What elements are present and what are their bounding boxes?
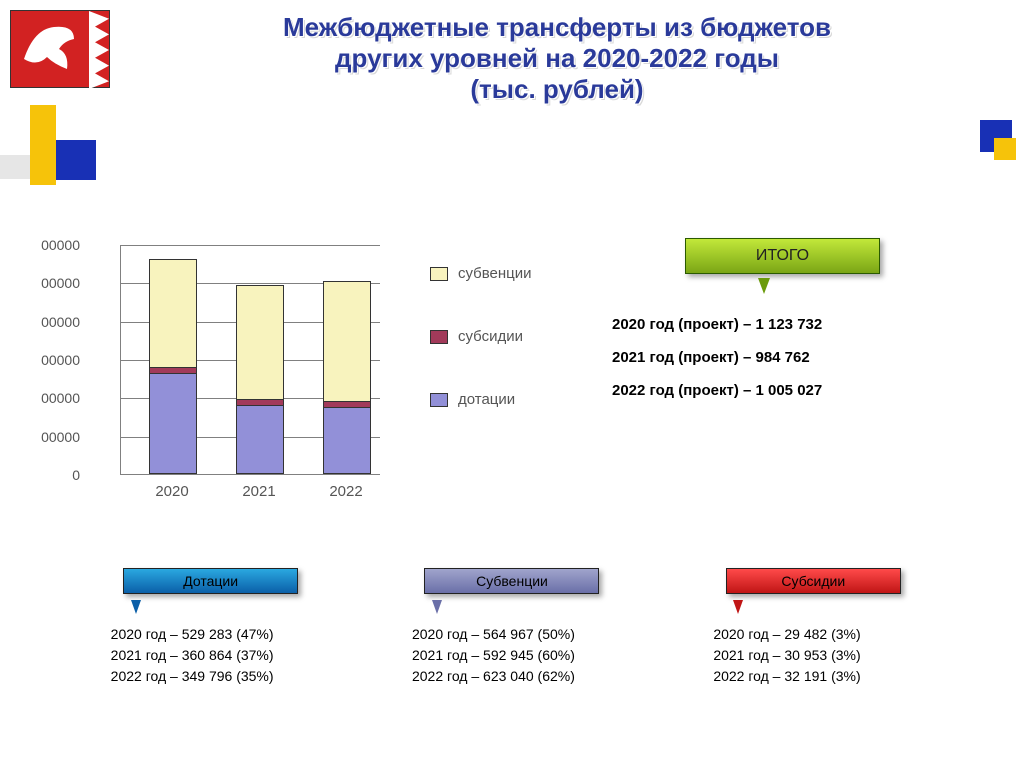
category-header: Субсидии — [726, 568, 901, 594]
totals-label: ИТОГО — [756, 247, 809, 264]
category-header: Дотации — [123, 568, 298, 594]
chart-plot: 0000000000000000000000000000000 — [120, 245, 380, 475]
transfers-chart: 0000000000000000000000000000000 2020 2021… — [55, 245, 415, 525]
totals-line: 2020 год (проект) – 1 123 732 — [612, 308, 822, 341]
totals-line: 2022 год (проект) – 1 005 027 — [612, 374, 822, 407]
legend-swatch — [430, 330, 448, 344]
category-pointer — [131, 600, 141, 614]
y-axis-label: 00000 — [20, 429, 80, 445]
category-line: 2022 год – 349 796 (35%) — [111, 666, 341, 687]
category-line: 2021 год – 360 864 (37%) — [111, 645, 341, 666]
category-line: 2020 год – 564 967 (50%) — [412, 624, 642, 645]
title-line: других уровней на 2020-2022 годы — [335, 43, 779, 73]
title-line: Межбюджетные трансферты из бюджетов — [283, 12, 831, 42]
x-axis-label: 2022 — [316, 483, 376, 500]
x-axis-label: 2021 — [229, 483, 289, 500]
legend-label: дотации — [458, 391, 515, 408]
category-lines: 2020 год – 529 283 (47%)2021 год – 360 8… — [81, 624, 341, 687]
y-axis-label: 00000 — [20, 237, 80, 253]
legend-label: субвенции — [458, 265, 532, 282]
totals-box-pointer — [758, 278, 770, 294]
y-axis-label: 00000 — [20, 314, 80, 330]
category-line: 2020 год – 529 283 (47%) — [111, 624, 341, 645]
bar-2022 — [323, 281, 371, 474]
legend-swatch — [430, 393, 448, 407]
decorative-shapes-left — [0, 105, 140, 215]
logo-wave — [89, 11, 109, 89]
totals-lines: 2020 год (проект) – 1 123 732 2021 год (… — [612, 308, 822, 407]
y-axis-label: 00000 — [20, 275, 80, 291]
legend-swatch — [430, 267, 448, 281]
x-axis-label: 2020 — [142, 483, 202, 500]
totals-line: 2021 год (проект) – 984 762 — [612, 341, 822, 374]
totals-box: ИТОГО — [685, 238, 880, 274]
bird-icon — [19, 19, 79, 79]
bar-2020 — [149, 259, 197, 474]
category-block: Субвенции 2020 год – 564 967 (50%)2021 го… — [382, 568, 642, 687]
category-line: 2021 год – 30 953 (3%) — [713, 645, 943, 666]
category-pointer — [432, 600, 442, 614]
bar-2021 — [236, 285, 284, 474]
bar-segment-дотации — [324, 407, 370, 473]
legend-item: субвенции — [430, 265, 532, 282]
category-line: 2022 год – 32 191 (3%) — [713, 666, 943, 687]
category-header: Субвенции — [424, 568, 599, 594]
bar-segment-субвенции — [150, 260, 196, 367]
bar-segment-субвенции — [324, 282, 370, 400]
bar-segment-дотации — [150, 373, 196, 474]
category-detail-row: Дотации2020 год – 529 283 (47%)2021 год … — [0, 568, 1024, 687]
category-line: 2022 год – 623 040 (62%) — [412, 666, 642, 687]
category-line: 2020 год – 29 482 (3%) — [713, 624, 943, 645]
chart-legend: субвенции субсидии дотации — [430, 265, 532, 454]
category-pointer — [733, 600, 743, 614]
legend-item: субсидии — [430, 328, 532, 345]
category-block: Субсидии 2020 год – 29 482 (3%)2021 год –… — [683, 568, 943, 687]
bar-segment-субвенции — [237, 286, 283, 398]
bar-segment-дотации — [237, 405, 283, 473]
category-lines: 2020 год – 564 967 (50%)2021 год – 592 9… — [382, 624, 642, 687]
title-line: (тыс. рублей) — [470, 74, 643, 104]
y-axis-label: 00000 — [20, 352, 80, 368]
category-lines: 2020 год – 29 482 (3%)2021 год – 30 953 … — [683, 624, 943, 687]
category-block: Дотации 2020 год – 529 283 (47%)2021 год … — [81, 568, 341, 687]
y-axis-label: 0 — [20, 467, 80, 483]
legend-item: дотации — [430, 391, 532, 408]
page-title: Межбюджетные трансферты из бюджетов друг… — [130, 12, 984, 106]
y-axis-label: 00000 — [20, 390, 80, 406]
gridline — [121, 245, 380, 246]
logo — [10, 10, 110, 88]
legend-label: субсидии — [458, 328, 523, 345]
category-line: 2021 год – 592 945 (60%) — [412, 645, 642, 666]
